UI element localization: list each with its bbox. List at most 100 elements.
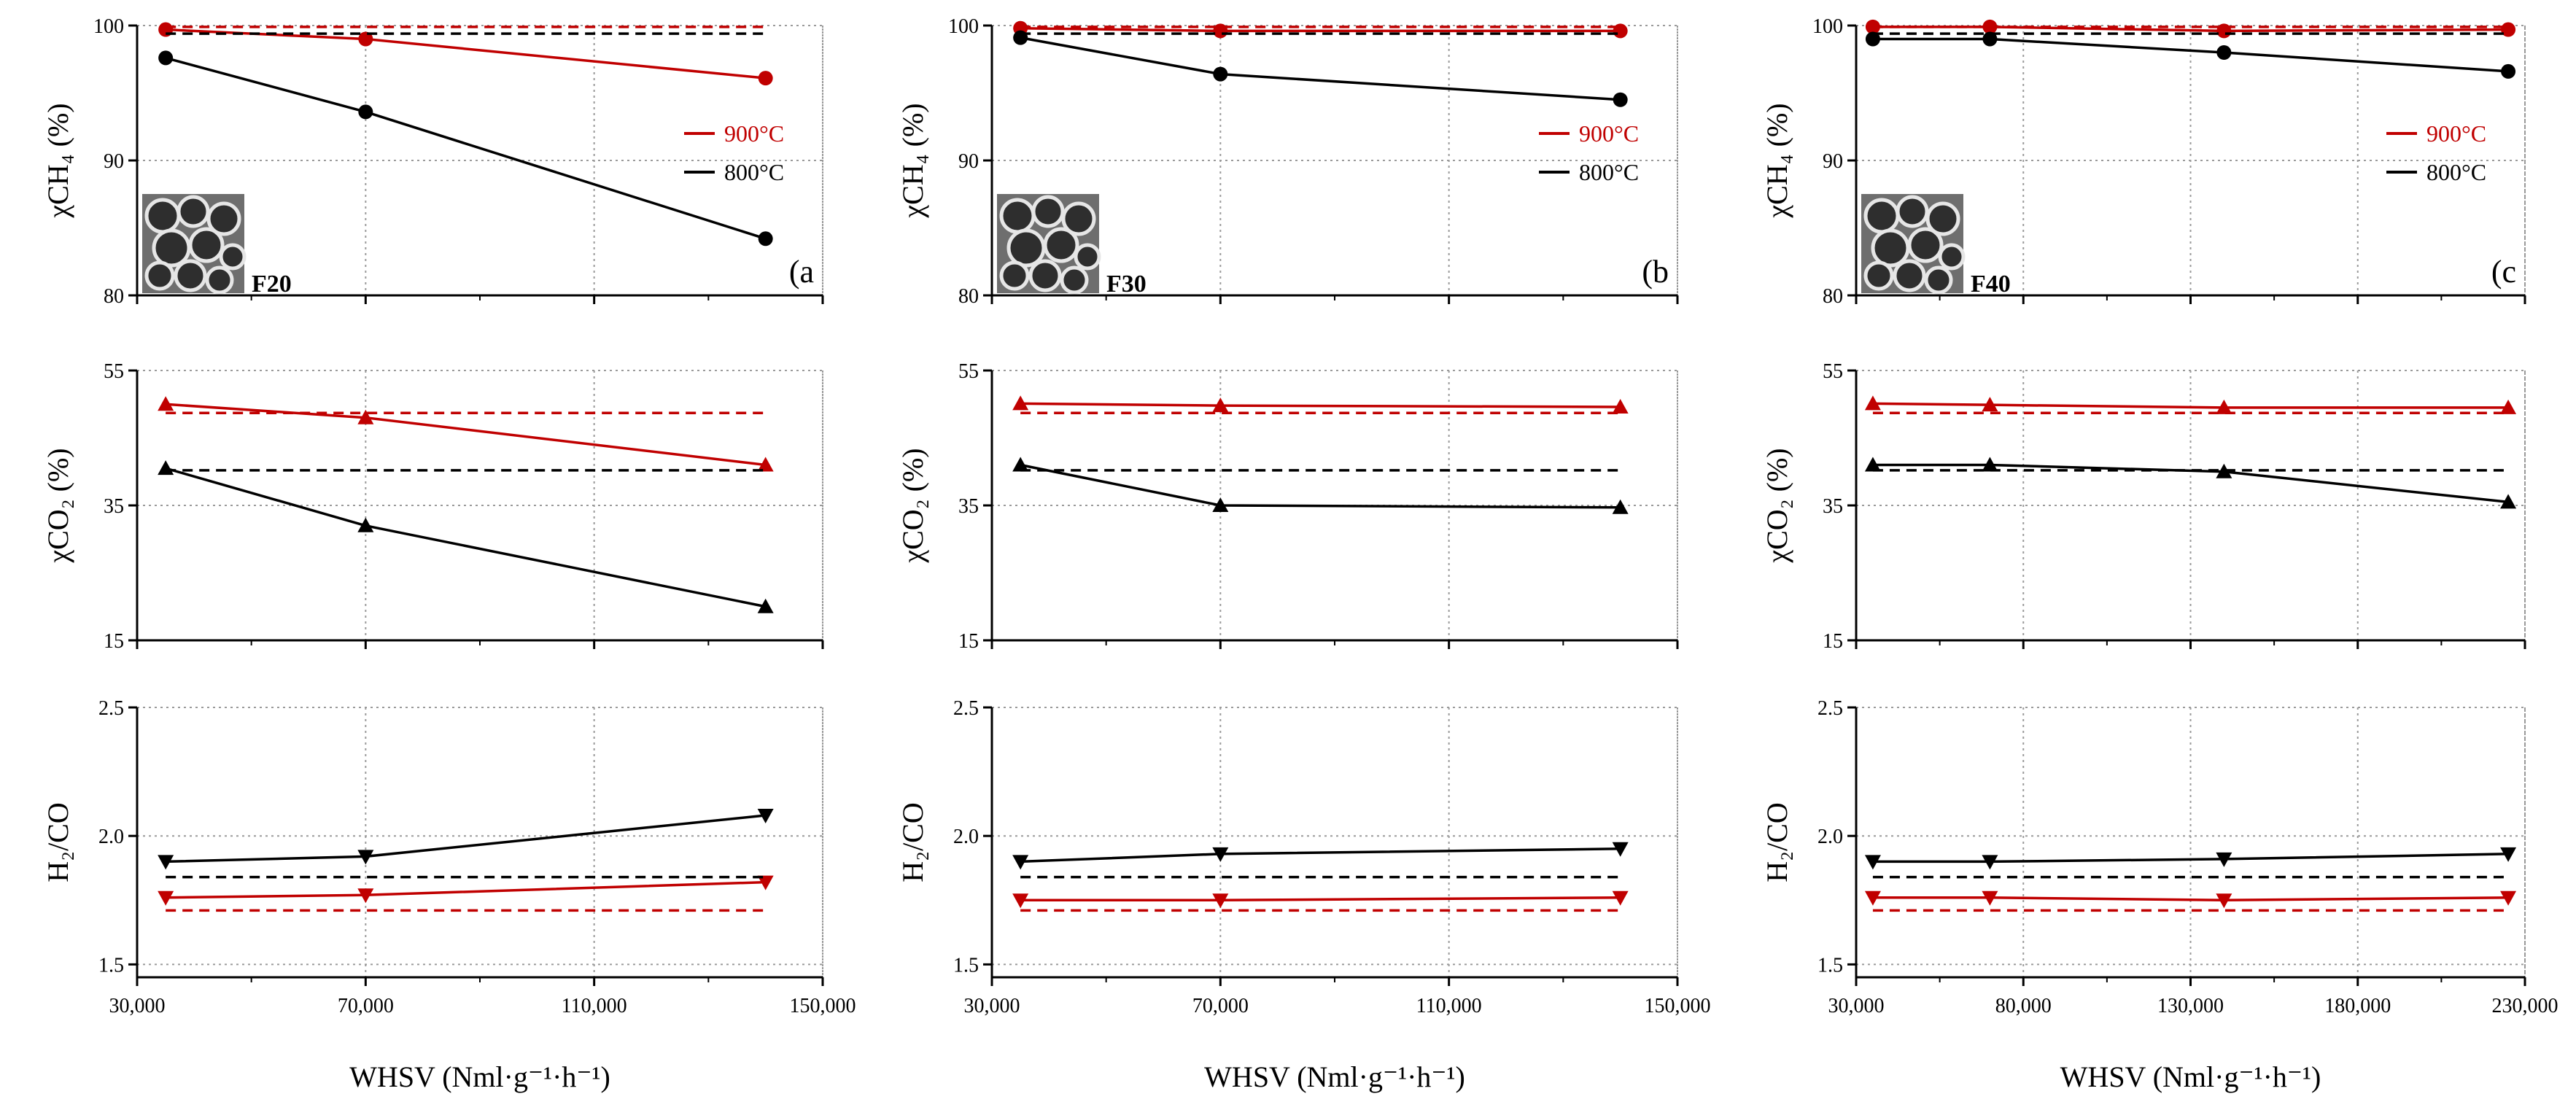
- micrograph-cell: [1863, 260, 1894, 291]
- y-tick-label: 100: [948, 15, 979, 38]
- data-point-t800: [1013, 30, 1028, 45]
- x-tick-label: 30,000: [109, 995, 166, 1017]
- y-tick-label: 80: [104, 285, 124, 308]
- micrograph-cell: [1031, 195, 1065, 228]
- y-axis-title: χCO₂ (%): [896, 448, 929, 563]
- x-tick-label: 180,000: [2324, 995, 2391, 1017]
- foam-micrograph-image: [1861, 194, 1966, 295]
- y-axis-title: H₂/CO: [42, 802, 74, 882]
- data-point-t800: [158, 460, 174, 476]
- data-point-t900: [1212, 893, 1229, 909]
- y-tick-label: 100: [1812, 15, 1843, 38]
- micrograph-cell: [1863, 198, 1900, 234]
- data-point-t800: [1212, 847, 1229, 862]
- data-point-t900: [1612, 398, 1629, 414]
- data-point-t800: [357, 850, 374, 865]
- foam-micrograph-image: [142, 194, 247, 295]
- micrograph-cell: [999, 198, 1036, 234]
- data-point-t900: [1012, 395, 1029, 411]
- data-point-t900: [757, 875, 774, 890]
- data-point-t800: [158, 50, 174, 66]
- data-point-t800: [357, 517, 374, 532]
- micrograph-cell: [152, 228, 191, 268]
- legend-label-900: 900°C: [1579, 120, 1639, 147]
- data-point-t900: [1982, 890, 1998, 906]
- data-point-t900: [2216, 23, 2232, 39]
- data-point-t900: [1982, 19, 1998, 34]
- legend-label-900: 900°C: [2426, 120, 2486, 147]
- panel-b-co2: 15 35 55 χCO₂ (%): [896, 360, 1679, 653]
- data-point-t800: [1864, 457, 1881, 472]
- micrograph-cell: [1043, 227, 1079, 263]
- series-line-t800: [166, 814, 766, 863]
- y-tick-label: 2.0: [98, 826, 124, 848]
- y-tick-label: 2.0: [953, 826, 979, 848]
- data-point-t800: [1212, 497, 1229, 512]
- data-point-t900: [358, 31, 373, 47]
- data-point-t900: [357, 888, 374, 904]
- y-axis-title: χCO₂ (%): [1761, 448, 1793, 563]
- y-tick-label: 2.5: [1817, 697, 1843, 720]
- y-tick-label: 35: [958, 495, 979, 518]
- series-line-t800: [1872, 37, 2509, 73]
- series-line-t900: [1872, 896, 2509, 902]
- foam-micrograph-image: [997, 194, 1101, 295]
- legend-label-800: 800°C: [2426, 159, 2486, 185]
- micrograph-cell: [205, 265, 234, 295]
- panel-c-ch4: 80 90 100 χCH₄ (%) 900°C 800°C F40 (c: [1761, 15, 2526, 308]
- data-point-t800: [2216, 45, 2232, 60]
- data-point-t800: [1612, 842, 1629, 857]
- x-tick-label: 130,000: [2157, 995, 2224, 1017]
- micrograph-cell: [1907, 227, 1944, 263]
- data-point-t800: [2500, 494, 2517, 509]
- y-axis-title: χCH₄ (%): [896, 103, 929, 218]
- data-point-t800: [2216, 463, 2232, 478]
- series-line-t900: [166, 28, 766, 79]
- data-point-t900: [2216, 893, 2232, 909]
- panel-c-co2: 15 35 55 χCO₂ (%): [1761, 360, 2526, 653]
- data-point-t900: [357, 409, 374, 424]
- y-axis-title: χCO₂ (%): [42, 448, 74, 563]
- y-tick-label: 2.0: [1817, 826, 1843, 848]
- series-line-t800: [1872, 463, 2509, 504]
- data-point-t800: [1012, 457, 1029, 472]
- panel-b-h2co: 1.5 2.0 2.5 30,000 70,000 110,000 150,000 H₂/CO…: [896, 697, 1711, 1093]
- micrograph-cell: [1060, 265, 1089, 295]
- data-point-t900: [1012, 893, 1029, 909]
- y-tick-label: 90: [958, 150, 979, 173]
- data-point-t900: [2501, 22, 2516, 37]
- panel-letter: (a: [789, 254, 814, 290]
- data-point-t800: [358, 104, 373, 120]
- micrograph-cell: [174, 259, 207, 292]
- sample-label: F20: [252, 271, 292, 298]
- data-point-t800: [158, 855, 174, 870]
- y-axis-title: χCH₄ (%): [42, 103, 74, 218]
- data-point-t900: [2216, 399, 2232, 414]
- x-axis-title: WHSV (Nml·g⁻¹·h⁻¹): [349, 1060, 610, 1093]
- micrograph-cell: [144, 260, 175, 291]
- data-point-t900: [158, 890, 174, 906]
- micrograph-cell: [1924, 265, 1953, 295]
- x-tick-label: 80,000: [1995, 995, 2052, 1017]
- data-point-t800: [2216, 852, 2232, 867]
- micrograph-cell: [206, 201, 241, 236]
- plot-frame-grid: [991, 707, 1678, 978]
- data-point-t800: [1865, 31, 1880, 47]
- y-tick-label: 1.5: [98, 954, 124, 977]
- data-point-t900: [1613, 23, 1628, 39]
- micrograph-cell: [1006, 228, 1046, 268]
- panel-a-ch4: 80 90 100 χCH₄ (%) 900°C 800°C F20 (a: [42, 15, 824, 308]
- micrograph-cell: [1074, 243, 1101, 271]
- y-tick-label: 80: [958, 285, 979, 308]
- series-line-t900: [1020, 896, 1621, 902]
- micrograph-cell: [1893, 259, 1926, 292]
- data-point-t900: [1213, 23, 1228, 39]
- data-point-t900: [1612, 890, 1629, 906]
- y-tick-label: 55: [104, 360, 124, 383]
- micrograph-cell: [1871, 228, 1910, 268]
- data-point-t800: [1612, 499, 1629, 514]
- series-line-t800: [1872, 853, 2509, 863]
- data-point-t800: [757, 809, 774, 823]
- series-line-t800: [1020, 36, 1621, 101]
